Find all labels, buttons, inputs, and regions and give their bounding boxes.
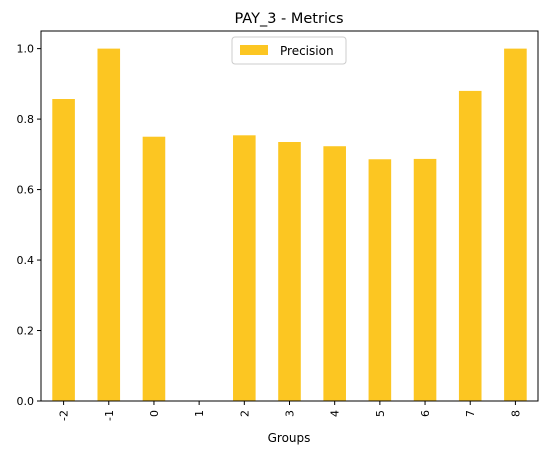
x-tick-label: 6 [419, 410, 432, 417]
x-tick-label: 0 [148, 410, 161, 417]
x-axis-label: Groups [268, 431, 311, 445]
bar--1 [97, 48, 121, 401]
legend-label: Precision [280, 44, 334, 58]
chart-title: PAY_3 - Metrics [234, 11, 343, 27]
x-tick-label: -1 [103, 410, 116, 421]
y-tick-label: 0.8 [17, 113, 35, 126]
x-tick-label: 2 [238, 410, 251, 417]
bar-6 [413, 158, 437, 401]
x-tick-label: 1 [193, 410, 206, 417]
bars-group [52, 48, 527, 402]
x-tick-label: 5 [374, 410, 387, 417]
y-tick-label: 0.2 [17, 325, 35, 338]
x-tick-label: -2 [58, 410, 71, 421]
bar-2 [233, 135, 256, 402]
bar-5 [368, 159, 392, 401]
legend: Precision [231, 36, 347, 65]
bar-3 [278, 142, 301, 401]
bar-7 [458, 90, 482, 402]
bar-0 [142, 136, 166, 401]
x-axis: -2 -1 0 1 2 3 4 5 6 7 8 [58, 401, 522, 421]
y-tick-label: 0.6 [17, 184, 35, 197]
bar-8 [504, 48, 527, 401]
legend-swatch [240, 45, 268, 55]
bar--2 [52, 99, 75, 401]
bar-4 [323, 146, 346, 401]
x-tick-label: 7 [464, 410, 477, 417]
y-tick-label: 0.0 [17, 395, 35, 408]
y-tick-label: 0.4 [17, 254, 35, 267]
y-axis: 0.0 0.2 0.4 0.6 0.8 1.0 [17, 43, 41, 408]
y-tick-label: 1.0 [17, 43, 35, 56]
x-tick-label: 4 [329, 410, 342, 417]
legend-box [231, 36, 347, 65]
x-tick-label: 8 [509, 410, 522, 417]
x-tick-label: 3 [284, 410, 297, 417]
